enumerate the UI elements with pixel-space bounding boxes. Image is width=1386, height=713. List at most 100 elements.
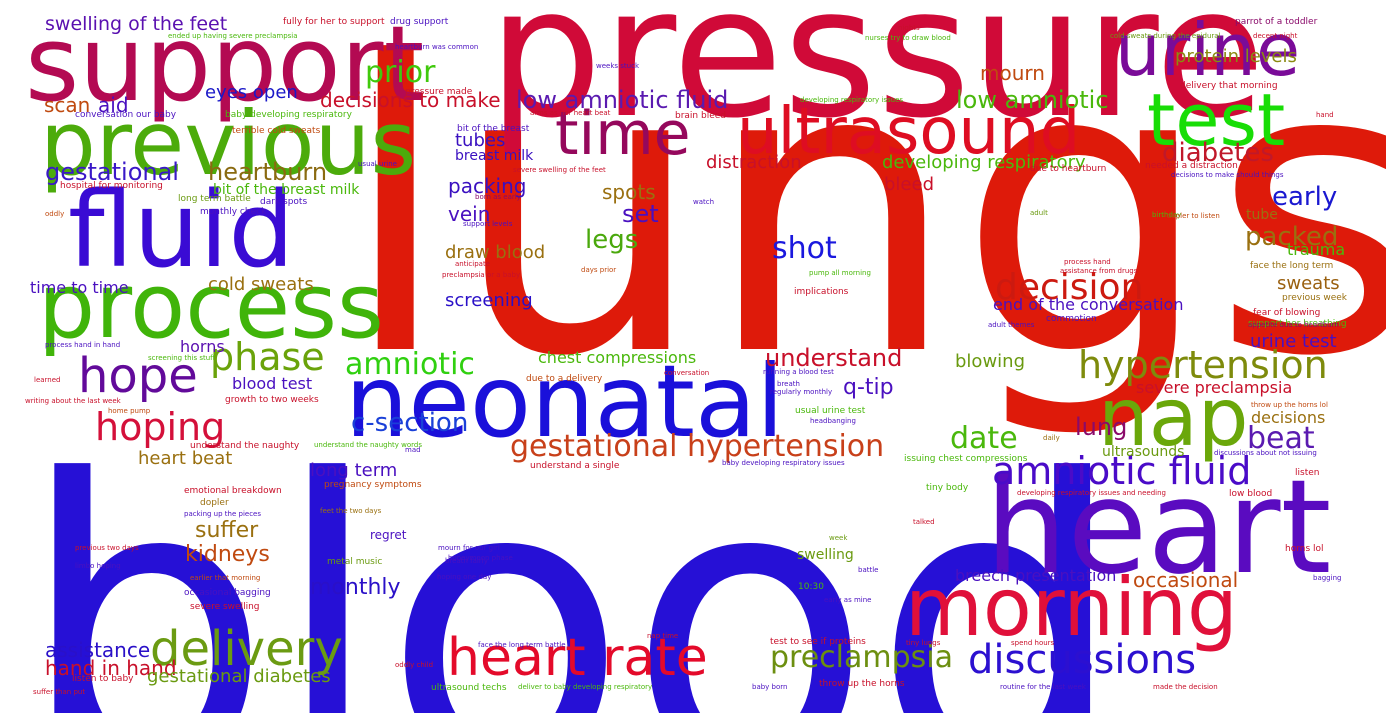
small-word: cold sweats during the epidural bbox=[1110, 32, 1221, 40]
small-word: tiny lungs bbox=[906, 639, 941, 647]
small-word: week bbox=[829, 534, 848, 542]
word-severe-preclampsia: severe preclampsia bbox=[1136, 378, 1293, 397]
word-shot: shot bbox=[772, 231, 837, 266]
word-regret: regret bbox=[370, 528, 407, 542]
small-word: early as mine bbox=[824, 596, 872, 604]
small-word: breath bbox=[777, 380, 800, 388]
word-chest-compressions: chest compressions bbox=[538, 348, 697, 367]
word-spots: spots bbox=[602, 180, 656, 204]
word-heart-beat: heart beat bbox=[138, 448, 233, 469]
small-word: bagging bbox=[1313, 574, 1342, 582]
word-ultrasounds: ultrasounds bbox=[1102, 444, 1185, 460]
small-word: needed a distraction bbox=[1145, 161, 1238, 171]
small-word: discussions about not issuing bbox=[1214, 449, 1317, 457]
small-word: severe swelling bbox=[190, 602, 260, 612]
small-word: face the long term battle bbox=[478, 641, 566, 649]
small-word: ultrasound techs bbox=[431, 683, 507, 693]
small-word: nurses try to draw blood bbox=[865, 34, 951, 42]
small-word: oddly child bbox=[395, 661, 434, 669]
small-word: assistance from drugs bbox=[1060, 267, 1138, 275]
small-word: 10:30 bbox=[798, 582, 824, 592]
word-hand-in-hand: hand in hand bbox=[45, 656, 177, 680]
small-word: listen to baby bbox=[72, 674, 134, 684]
small-word: talked bbox=[913, 518, 935, 526]
word-q-tip: q-tip bbox=[843, 375, 894, 400]
word-pressure: pressure bbox=[488, 0, 1266, 158]
word-packed: packed bbox=[1245, 222, 1339, 252]
small-word: listen bbox=[1295, 468, 1320, 478]
small-word: dopler to listen bbox=[1167, 212, 1220, 220]
small-word: process hand in hand bbox=[45, 341, 121, 349]
word-aid: aid bbox=[98, 93, 129, 117]
word-preclampsia: preclampsia bbox=[770, 640, 954, 675]
small-word: commotion bbox=[1046, 314, 1097, 324]
small-word: emotional breakdown bbox=[184, 486, 282, 496]
small-word: arms as her heart beat bbox=[530, 109, 611, 117]
small-word: due to a delivery bbox=[526, 374, 603, 384]
word-mourn: mourn bbox=[980, 61, 1045, 85]
small-word: occasional bagging bbox=[184, 588, 271, 598]
small-word: horns lol bbox=[1285, 544, 1324, 554]
small-word: parrot of a toddler bbox=[1235, 17, 1318, 27]
small-word: usual urine test bbox=[795, 406, 866, 416]
small-word: developing respiratory issues and needin… bbox=[1017, 489, 1166, 497]
small-word: birthday bbox=[1152, 211, 1182, 219]
small-word: feet the two days bbox=[320, 507, 382, 515]
small-word: metal music bbox=[327, 557, 383, 567]
small-word: test to see if proteins bbox=[770, 637, 866, 647]
small-word: implications bbox=[794, 287, 849, 297]
word-trauma: trauma bbox=[1287, 240, 1346, 259]
small-word: monthly check bbox=[200, 207, 267, 217]
word-nap: nap bbox=[1098, 371, 1249, 464]
word-breast-milk: breast milk bbox=[455, 148, 534, 164]
word-bleed: bleed bbox=[884, 174, 935, 195]
word-fluid: fluid bbox=[68, 169, 295, 291]
word-phase: phase bbox=[210, 335, 325, 379]
small-word: hoping one day bbox=[437, 573, 492, 581]
word-heart: heart bbox=[985, 451, 1332, 603]
small-word: due to heartburn bbox=[1030, 164, 1107, 174]
word-date: date bbox=[950, 421, 1018, 456]
small-word: routine for the last week bbox=[1000, 683, 1086, 691]
word-understand: understand bbox=[765, 344, 903, 372]
word-support: support bbox=[25, 3, 425, 125]
word-blood: blood bbox=[18, 397, 1127, 713]
word-c-section: c-section bbox=[351, 408, 469, 438]
word-neonatal: neonatal bbox=[345, 343, 785, 460]
small-word: decisions to make should things bbox=[1171, 171, 1284, 179]
word-amniotic-fluid: amniotic fluid bbox=[992, 449, 1252, 493]
word-heartburn: heartburn bbox=[208, 158, 328, 186]
small-word: limbo hoping bbox=[75, 562, 121, 570]
word-blood-test: blood test bbox=[232, 374, 313, 393]
word-beat: beat bbox=[1247, 421, 1315, 456]
small-word: watch bbox=[693, 198, 715, 206]
word-hypertension: hypertension bbox=[1078, 343, 1328, 387]
word-suffer: suffer bbox=[195, 518, 259, 543]
small-word: bit of the breast bbox=[457, 124, 530, 134]
small-word: long term battle bbox=[178, 194, 251, 204]
word-assistance: assistance bbox=[45, 638, 151, 662]
word-gestational: gestational bbox=[45, 158, 179, 186]
word-occasional: occasional bbox=[1133, 568, 1239, 592]
small-word: heartburn was common bbox=[395, 43, 479, 51]
word-protein-levels: protein levels bbox=[1175, 46, 1297, 67]
small-word: preclampsia or a baby bbox=[442, 271, 521, 279]
word-horns: horns bbox=[180, 337, 225, 356]
small-word: made the decision bbox=[1153, 683, 1218, 691]
word-long-term: long term bbox=[310, 460, 398, 481]
small-word: fear of blowing bbox=[1253, 308, 1321, 318]
small-word: adult bbox=[1030, 209, 1048, 217]
small-word: developing respiratory issues bbox=[800, 96, 904, 104]
small-word: running a blood test bbox=[763, 368, 834, 376]
small-word: growth to two weeks bbox=[225, 395, 319, 405]
word-monthly: monthly bbox=[310, 575, 401, 600]
small-word: delivery that morning bbox=[1180, 81, 1278, 91]
word-draw-blood: draw blood bbox=[445, 242, 546, 263]
word-early: early bbox=[1272, 182, 1338, 212]
word-process: process bbox=[38, 254, 384, 359]
small-word: understand the naughty words bbox=[314, 441, 423, 449]
small-word: earlier that morning bbox=[190, 574, 261, 582]
word-amniotic: amniotic bbox=[345, 347, 475, 382]
small-word: tiny body bbox=[926, 483, 969, 493]
